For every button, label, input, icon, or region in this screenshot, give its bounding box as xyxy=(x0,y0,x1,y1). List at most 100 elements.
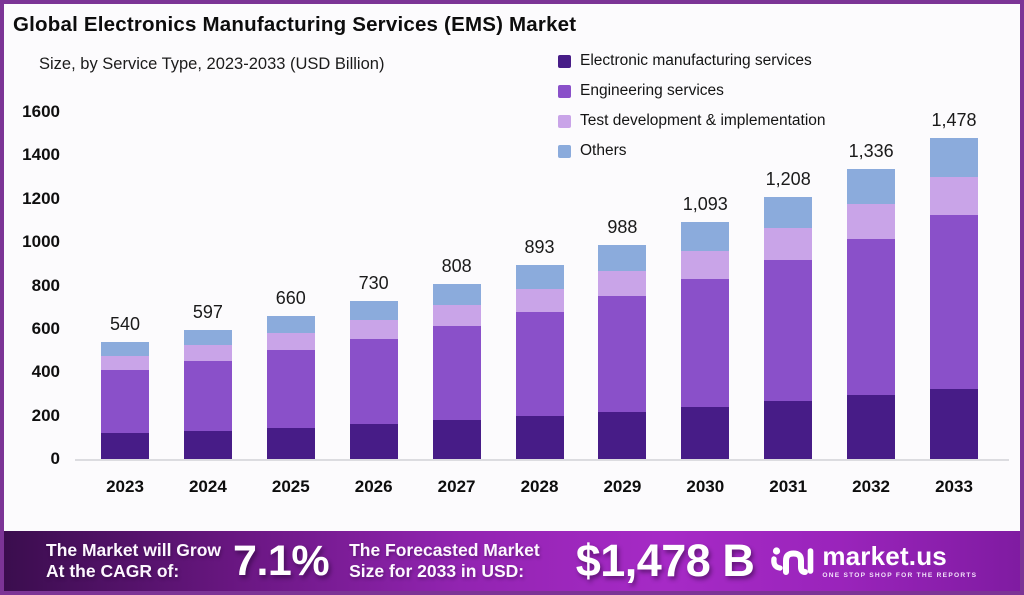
y-tick-label: 0 xyxy=(50,449,60,468)
bottom-banner: The Market will Grow At the CAGR of: 7.1… xyxy=(0,531,1024,595)
bar-segment xyxy=(847,238,896,396)
bar-value-label: 1,208 xyxy=(765,169,811,189)
bar-segment xyxy=(432,325,481,421)
y-tick-label: 1600 xyxy=(22,102,60,121)
bar-2028 xyxy=(515,265,564,459)
marketus-logo-text: market.us xyxy=(822,541,947,571)
legend-swatch xyxy=(558,144,571,158)
bar-value-label: 808 xyxy=(441,255,472,276)
bar-value-label: 893 xyxy=(524,237,555,258)
bar-2026 xyxy=(349,300,398,459)
x-axis-label: 2033 xyxy=(935,477,973,496)
bar-segment xyxy=(847,203,896,239)
bar-2023 xyxy=(101,341,149,459)
legend-label: Engineering services xyxy=(580,82,724,99)
bar-segment xyxy=(515,265,564,289)
bar-segment xyxy=(183,345,232,361)
y-tick-label: 400 xyxy=(31,362,60,382)
forecast-label: The Forecasted Market Size for 2033 in U… xyxy=(349,540,540,583)
bar-value-label: 1,336 xyxy=(848,141,894,162)
chart-title: Global Electronics Manufacturing Service… xyxy=(13,13,577,36)
marketus-logo-tagline: ONE STOP SHOP FOR THE REPORTS xyxy=(822,572,978,579)
bar-segment xyxy=(764,228,813,260)
x-axis-label: 2025 xyxy=(271,477,310,496)
bar-segment xyxy=(598,244,647,271)
x-axis-label: 2027 xyxy=(437,477,476,496)
bar-2029 xyxy=(598,244,647,459)
forecast-label-line2: Size for 2033 in USD: xyxy=(349,561,525,581)
bar-segment xyxy=(349,319,398,339)
bar-segment xyxy=(266,350,315,428)
bar-value-label: 988 xyxy=(607,216,638,237)
x-axis-label: 2032 xyxy=(852,477,890,496)
cagr-value: 7.1% xyxy=(233,536,330,585)
bar-segment xyxy=(930,138,978,178)
bar-2027 xyxy=(432,283,481,459)
bar-segment xyxy=(349,424,398,459)
bar-2024 xyxy=(183,329,232,459)
bar-value-label: 540 xyxy=(109,313,141,334)
y-tick-label: 600 xyxy=(31,318,60,338)
legend-item: Electronic manufacturing services xyxy=(558,50,826,72)
x-axis-label: 2024 xyxy=(188,477,227,496)
bar-2032 xyxy=(847,169,896,459)
y-tick-label: 200 xyxy=(31,405,60,425)
legend-label: Others xyxy=(580,142,627,159)
x-axis-label: 2026 xyxy=(354,477,393,496)
bar-2025 xyxy=(266,315,315,459)
bar-segment xyxy=(432,420,481,459)
bar-segment xyxy=(432,304,481,326)
bar-segment xyxy=(183,430,232,459)
legend-label: Test development & implementation xyxy=(580,112,826,129)
bar-segment xyxy=(101,355,149,371)
bar-value-label: 1,093 xyxy=(682,193,728,214)
legend-swatch xyxy=(558,54,571,68)
forecast-value: $1,478 B xyxy=(575,535,755,586)
bar-value-label: 1,478 xyxy=(931,110,977,131)
bar-segment xyxy=(681,221,730,251)
bar-2031 xyxy=(764,197,813,459)
bar-segment xyxy=(764,259,813,402)
chart-subtitle: Size, by Service Type, 2023-2033 (USD Bi… xyxy=(39,55,385,73)
bar-segment xyxy=(930,215,978,389)
cagr-label-line2: At the CAGR of: xyxy=(46,561,180,581)
legend-item: Test development & implementation xyxy=(558,110,826,132)
bar-segment xyxy=(930,177,978,216)
x-axis-label: 2030 xyxy=(686,477,725,496)
bar-segment xyxy=(681,250,730,279)
bar-2033 xyxy=(930,138,978,459)
y-tick-label: 1400 xyxy=(22,145,60,165)
bar-segment xyxy=(681,406,730,459)
x-axis-label: 2028 xyxy=(520,477,559,496)
bar-segment xyxy=(432,283,481,305)
legend-label: Electronic manufacturing services xyxy=(580,52,812,69)
bar-2030 xyxy=(681,221,730,459)
bar-segment xyxy=(930,388,978,459)
bar-segment xyxy=(764,401,813,459)
x-axis-label: 2023 xyxy=(106,477,144,496)
bar-segment xyxy=(101,433,149,459)
marketus-logo: market.us ONE STOP SHOP FOR THE REPORTS xyxy=(770,543,977,579)
bar-segment xyxy=(266,333,315,351)
marketus-logo-icon xyxy=(771,547,814,575)
bar-segment xyxy=(847,395,896,459)
legend-item: Others xyxy=(558,140,826,162)
bar-value-label: 660 xyxy=(275,287,306,308)
bar-segment xyxy=(598,411,647,459)
x-axis-label: 2031 xyxy=(769,477,808,496)
bar-segment xyxy=(515,416,564,459)
bar-segment xyxy=(349,300,398,320)
y-tick-label: 1200 xyxy=(22,188,60,208)
bar-segment xyxy=(598,270,647,297)
bar-segment xyxy=(598,296,647,412)
bar-segment xyxy=(515,311,564,417)
bar-value-label: 597 xyxy=(192,301,223,322)
y-tick-label: 800 xyxy=(31,275,60,295)
cagr-label: The Market will Grow At the CAGR of: xyxy=(46,540,221,583)
marketus-logo-text-block: market.us ONE STOP SHOP FOR THE REPORTS xyxy=(822,543,977,579)
bar-segment xyxy=(515,288,564,312)
bar-segment xyxy=(266,315,315,334)
y-tick-label: 1000 xyxy=(22,232,60,252)
